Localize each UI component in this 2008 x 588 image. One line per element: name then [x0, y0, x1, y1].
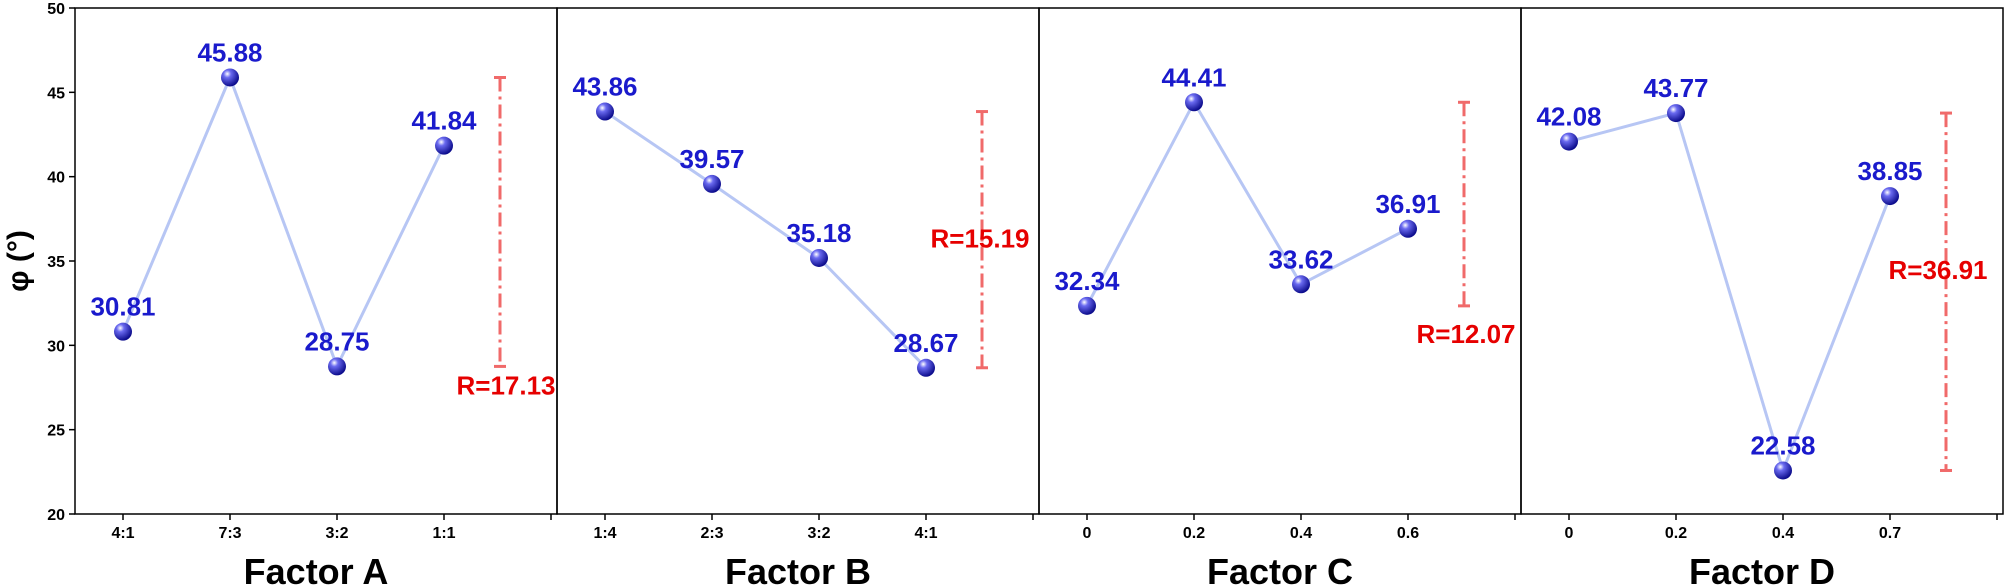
panel-factor-d: 0 0.2 0.4 0.7 Factor D 42.08 43.77 22.58 38.85 R=… — [1520, 7, 2004, 588]
data-point — [1292, 275, 1310, 294]
x-tick-label: 0.2 — [1183, 525, 1205, 542]
data-point — [435, 136, 453, 155]
x-tick-label: 0 — [1565, 525, 1574, 542]
series-line — [1085, 99, 1409, 307]
panel-factor-c: 0 0.2 0.4 0.6 Factor C 32.34 44.41 33.62 36.91 R=… — [1038, 7, 1522, 588]
data-point — [596, 102, 614, 121]
data-point — [114, 322, 132, 341]
y-axis-title: φ (°) — [2, 230, 35, 292]
x-axis-title: Factor B — [725, 551, 871, 588]
x-tick-label: 1:4 — [593, 525, 616, 542]
data-label: 28.67 — [893, 328, 958, 358]
data-point — [328, 357, 346, 376]
data-label: 30.81 — [90, 292, 155, 322]
x-axis-title: Factor C — [1207, 551, 1353, 588]
data-label: 43.86 — [572, 72, 637, 102]
data-label: 44.41 — [1161, 62, 1226, 92]
x-tick-label: 0.4 — [1772, 525, 1794, 542]
data-label: 41.84 — [411, 106, 477, 136]
panel-factor-b: 1:4 2:3 3:2 4:1 Factor B 43.86 39.57 35.18 28.67… — [556, 7, 1040, 588]
data-label: 22.58 — [1750, 430, 1815, 460]
data-point — [1667, 104, 1685, 123]
data-point — [1399, 219, 1417, 238]
range-label: R=12.07 — [1416, 319, 1515, 349]
x-tick-label: 4:1 — [111, 525, 134, 542]
x-tick-label: 7:3 — [218, 525, 241, 542]
x-tick-label: 0.6 — [1397, 525, 1419, 542]
y-tick-label: 45 — [47, 85, 65, 102]
data-label: 35.18 — [786, 218, 851, 248]
x-tick-label: 0 — [1083, 525, 1092, 542]
panel-frame — [74, 7, 558, 515]
series-line — [1568, 111, 1892, 476]
x-tick-label: 4:1 — [914, 525, 937, 542]
y-tick-label: 25 — [47, 423, 65, 440]
series-line — [121, 73, 446, 371]
x-tick-label: 0.7 — [1879, 525, 1901, 542]
range-label: R=36.91 — [1888, 255, 1987, 285]
y-tick-label: 40 — [47, 170, 65, 187]
y-tick-label: 35 — [47, 254, 65, 271]
data-point — [1185, 93, 1203, 112]
y-tick-label: 50 — [47, 1, 65, 18]
data-point — [917, 358, 935, 377]
data-point — [1560, 132, 1578, 151]
data-point — [810, 248, 828, 267]
panels: 4:1 7:3 3:2 1:1 Factor A 30.81 45.88 28.75 41.84… — [74, 7, 2004, 588]
data-label: 38.85 — [1857, 156, 1922, 186]
panel-frame — [1520, 7, 2004, 515]
data-label: 39.57 — [679, 144, 744, 174]
y-axis: 20 25 30 35 40 45 50 — [47, 1, 75, 524]
x-axis-title: Factor D — [1689, 551, 1835, 588]
x-tick-label: 3:2 — [325, 525, 348, 542]
x-tick-label: 0.2 — [1665, 525, 1687, 542]
x-tick-label: 2:3 — [700, 525, 723, 542]
x-tick-label: 1:1 — [432, 525, 455, 542]
range-label: R=15.19 — [930, 224, 1029, 254]
data-point — [1078, 296, 1096, 315]
data-point — [1774, 461, 1792, 480]
data-label: 36.91 — [1375, 189, 1440, 219]
data-label: 33.62 — [1268, 244, 1333, 274]
x-tick-label: 0.4 — [1290, 525, 1312, 542]
y-tick-label: 20 — [47, 507, 65, 524]
data-label: 43.77 — [1643, 73, 1708, 103]
y-tick-label: 30 — [47, 338, 65, 355]
series-line — [604, 110, 928, 369]
data-point — [703, 174, 721, 193]
panel-factor-a: 4:1 7:3 3:2 1:1 Factor A 30.81 45.88 28.75 41.84… — [74, 7, 558, 588]
data-label: 45.88 — [197, 37, 262, 67]
data-label: 32.34 — [1054, 266, 1120, 296]
data-label: 42.08 — [1536, 102, 1601, 132]
data-point — [1881, 187, 1899, 206]
data-point — [221, 68, 239, 87]
range-label: R=17.13 — [456, 370, 555, 400]
data-label: 28.75 — [304, 326, 369, 356]
x-tick-label: 3:2 — [807, 525, 830, 542]
x-axis-title: Factor A — [244, 551, 389, 588]
